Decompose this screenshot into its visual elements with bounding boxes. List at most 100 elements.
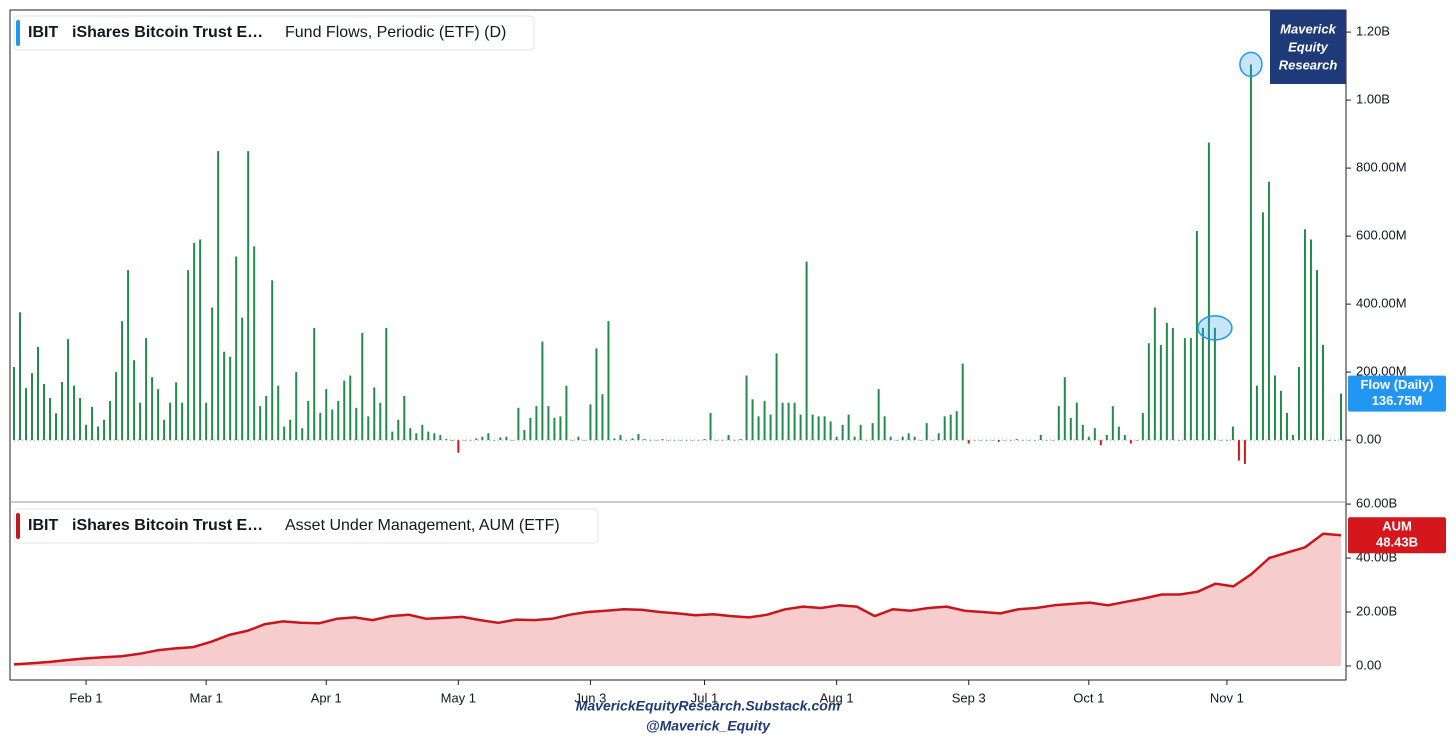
bar [775, 353, 778, 441]
bar [169, 402, 172, 441]
bar [73, 385, 76, 441]
bar [319, 412, 322, 441]
bar [703, 439, 706, 441]
y-tick-label: 200.00M [1356, 364, 1407, 379]
bar [151, 377, 154, 441]
bar [1315, 270, 1318, 441]
bar [259, 406, 262, 441]
bar [1117, 426, 1120, 441]
bar [757, 416, 760, 441]
bar [1093, 428, 1096, 441]
bar [823, 416, 826, 441]
bar [457, 440, 460, 453]
bar [1327, 440, 1330, 441]
bar [1099, 440, 1102, 446]
bar [301, 428, 304, 441]
bar [1279, 390, 1282, 441]
x-tick-label: Sep 3 [952, 690, 986, 705]
bar [841, 424, 844, 441]
highlight-circle [1239, 51, 1263, 78]
bar [211, 307, 214, 441]
x-tick-label: Apr 1 [311, 690, 342, 705]
bar [643, 439, 646, 441]
bar [427, 431, 430, 441]
bar [235, 256, 238, 441]
y-tick-label: 20.00B [1356, 603, 1397, 618]
legend-box [13, 508, 599, 544]
bar [547, 406, 550, 441]
bar [577, 436, 580, 441]
bar [325, 389, 328, 441]
bar [1243, 440, 1246, 464]
bar [409, 428, 412, 441]
y-tick-label: 800.00M [1356, 160, 1407, 175]
bar [439, 435, 442, 441]
bar [1063, 377, 1066, 441]
bar [79, 397, 82, 441]
bar [769, 414, 772, 441]
bar [403, 395, 406, 441]
footer-text: MaverickEquityResearch.Substack.com [576, 698, 841, 714]
footer-text: @Maverick_Equity [646, 718, 771, 734]
bar [361, 333, 364, 441]
x-tick-label: Jun 3 [575, 690, 607, 705]
bar [463, 440, 466, 441]
legend-box [13, 15, 535, 51]
bar [1171, 327, 1174, 441]
bar [1273, 375, 1276, 441]
bar [895, 440, 898, 441]
legend-name: iShares Bitcoin Trust E… [72, 517, 263, 534]
bar [433, 433, 436, 441]
bar [487, 433, 490, 441]
bar [511, 440, 514, 441]
last-badge-value: 136.75M [1372, 393, 1423, 408]
last-badge [1348, 517, 1446, 554]
y-tick-label: 1.00B [1356, 92, 1390, 107]
bar [853, 436, 856, 441]
bar [199, 239, 202, 441]
last-badge [1348, 375, 1446, 412]
bar [691, 440, 694, 441]
bar [943, 416, 946, 441]
bar [97, 426, 100, 441]
bar [1159, 344, 1162, 441]
bar [673, 440, 676, 441]
bar [1111, 406, 1114, 441]
bar [1213, 327, 1216, 441]
bar [847, 414, 850, 441]
bar [265, 395, 268, 441]
bar [619, 435, 622, 441]
legend-swatch [16, 20, 20, 46]
aum-line [13, 532, 1342, 666]
bar [1105, 435, 1108, 441]
bar [253, 246, 256, 441]
bar [31, 373, 34, 441]
bar [595, 348, 598, 441]
bar [115, 372, 118, 441]
bar [385, 327, 388, 441]
bar [589, 404, 592, 441]
bar [625, 440, 628, 441]
bar [1123, 435, 1126, 441]
logo-box [1270, 10, 1346, 84]
bar [499, 437, 502, 441]
bar [559, 416, 562, 441]
bar [541, 341, 544, 441]
bar [1267, 181, 1270, 441]
bar [307, 401, 310, 441]
bar [961, 363, 964, 441]
bar [715, 440, 718, 441]
bar [1201, 327, 1204, 441]
bar [751, 399, 754, 441]
bar [817, 416, 820, 441]
bar [1135, 440, 1138, 441]
bar [175, 382, 178, 441]
bar [1153, 307, 1156, 441]
last-badge-title: AUM [1382, 519, 1412, 534]
bar [475, 438, 478, 441]
bar [535, 406, 538, 441]
bar [415, 433, 418, 441]
bar [1225, 440, 1228, 441]
aum-area [14, 533, 1341, 666]
bar [313, 327, 316, 441]
